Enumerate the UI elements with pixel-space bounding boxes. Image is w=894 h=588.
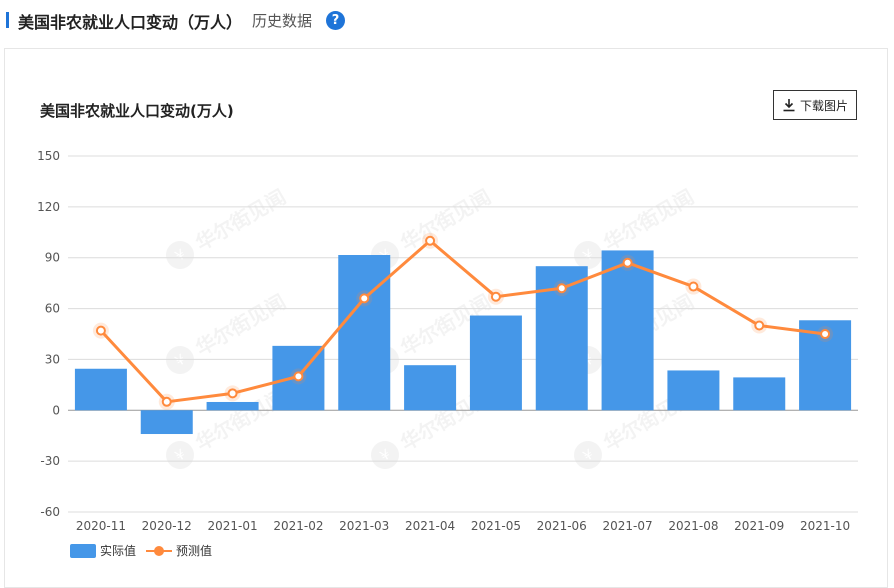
legend-swatch-line bbox=[146, 544, 172, 558]
grid-lines bbox=[68, 155, 858, 513]
page-header: 美国非农就业人口变动（万人） 历史数据 ? bbox=[0, 0, 894, 40]
y-tick-label: 90 bbox=[45, 251, 60, 265]
y-tick-label: 150 bbox=[37, 149, 60, 163]
forecast-point-2020-11[interactable] bbox=[95, 325, 106, 336]
download-image-button[interactable]: 下载图片 bbox=[773, 90, 857, 120]
bar-2021-08[interactable] bbox=[667, 370, 720, 411]
bar-2020-12[interactable] bbox=[140, 410, 193, 435]
x-tick-label: 2021-04 bbox=[405, 519, 455, 533]
x-tick-label: 2021-02 bbox=[273, 519, 323, 533]
legend-item-actual[interactable]: 实际值 bbox=[70, 542, 136, 559]
x-tick-label: 2020-12 bbox=[142, 519, 192, 533]
bar-2021-04[interactable] bbox=[404, 365, 457, 411]
x-tick-label: 2021-03 bbox=[339, 519, 389, 533]
forecast-point-2021-04[interactable] bbox=[425, 235, 436, 246]
chart-title: 美国非农就业人口变动(万人) bbox=[40, 102, 234, 120]
bar-2021-09[interactable] bbox=[733, 377, 786, 411]
watermark: ¥华尔街见闻 bbox=[166, 185, 290, 269]
legend-swatch-bar bbox=[70, 543, 96, 558]
forecast-point-2021-10[interactable] bbox=[820, 329, 831, 339]
x-tick-label: 2021-01 bbox=[208, 519, 258, 533]
y-tick-label: 60 bbox=[45, 302, 60, 316]
x-tick-label: 2021-10 bbox=[800, 519, 850, 533]
svg-text:华尔街见闻: 华尔街见闻 bbox=[191, 185, 290, 256]
svg-text:华尔街见闻: 华尔街见闻 bbox=[396, 185, 495, 256]
x-axis: 2020-11 2020-12 2021-01 2021-02 2021-03 2021-… bbox=[76, 519, 850, 533]
forecast-point-2021-08[interactable] bbox=[688, 281, 699, 292]
x-tick-label: 2021-08 bbox=[668, 519, 718, 533]
bar-2021-05[interactable] bbox=[469, 315, 522, 411]
x-tick-label: 2021-07 bbox=[603, 519, 653, 533]
forecast-point-2021-09[interactable] bbox=[754, 320, 765, 331]
forecast-point-2021-03[interactable] bbox=[359, 293, 370, 304]
y-tick-label: 120 bbox=[37, 200, 60, 214]
forecast-point-2021-01[interactable] bbox=[227, 388, 238, 399]
accent-bar bbox=[6, 12, 9, 28]
bar-2021-07[interactable] bbox=[601, 250, 654, 411]
y-axis: 150 120 90 60 30 0 -30 -60 bbox=[37, 149, 60, 519]
download-label: 下载图片 bbox=[799, 98, 848, 113]
legend-label-forecast: 预测值 bbox=[176, 544, 213, 558]
y-tick-label: -60 bbox=[40, 505, 60, 519]
legend-label-actual: 实际值 bbox=[100, 544, 137, 558]
x-tick-label: 2021-05 bbox=[471, 519, 521, 533]
y-tick-label: -30 bbox=[40, 454, 60, 468]
y-tick-label: 0 bbox=[52, 403, 60, 417]
x-tick-label: 2021-09 bbox=[734, 519, 784, 533]
bar-2021-03[interactable] bbox=[338, 255, 391, 411]
forecast-line bbox=[99, 239, 826, 404]
history-data-tab[interactable]: 历史数据 bbox=[252, 12, 313, 30]
watermark: ¥华尔街见闻 bbox=[166, 290, 290, 374]
x-tick-label: 2020-11 bbox=[76, 519, 126, 533]
forecast-point-2020-12[interactable] bbox=[161, 396, 172, 407]
svg-text:华尔街见闻: 华尔街见闻 bbox=[599, 185, 698, 256]
line-series bbox=[92, 232, 834, 410]
forecast-point-2021-05[interactable] bbox=[490, 291, 501, 302]
forecast-point-2021-06[interactable] bbox=[556, 283, 567, 294]
legend-item-forecast[interactable]: 预测值 bbox=[146, 542, 212, 559]
x-tick-label: 2021-06 bbox=[537, 519, 587, 533]
page-title: 美国非农就业人口变动（万人） bbox=[18, 13, 243, 32]
help-icon[interactable]: ? bbox=[326, 11, 345, 30]
y-tick-label: 30 bbox=[45, 352, 60, 366]
bar-2020-11[interactable] bbox=[74, 368, 127, 411]
bar-2021-01[interactable] bbox=[206, 401, 259, 411]
chart-card bbox=[4, 48, 888, 588]
forecast-point-2021-07[interactable] bbox=[622, 257, 633, 268]
forecast-point-2021-02[interactable] bbox=[293, 371, 304, 382]
download-icon bbox=[783, 99, 795, 112]
